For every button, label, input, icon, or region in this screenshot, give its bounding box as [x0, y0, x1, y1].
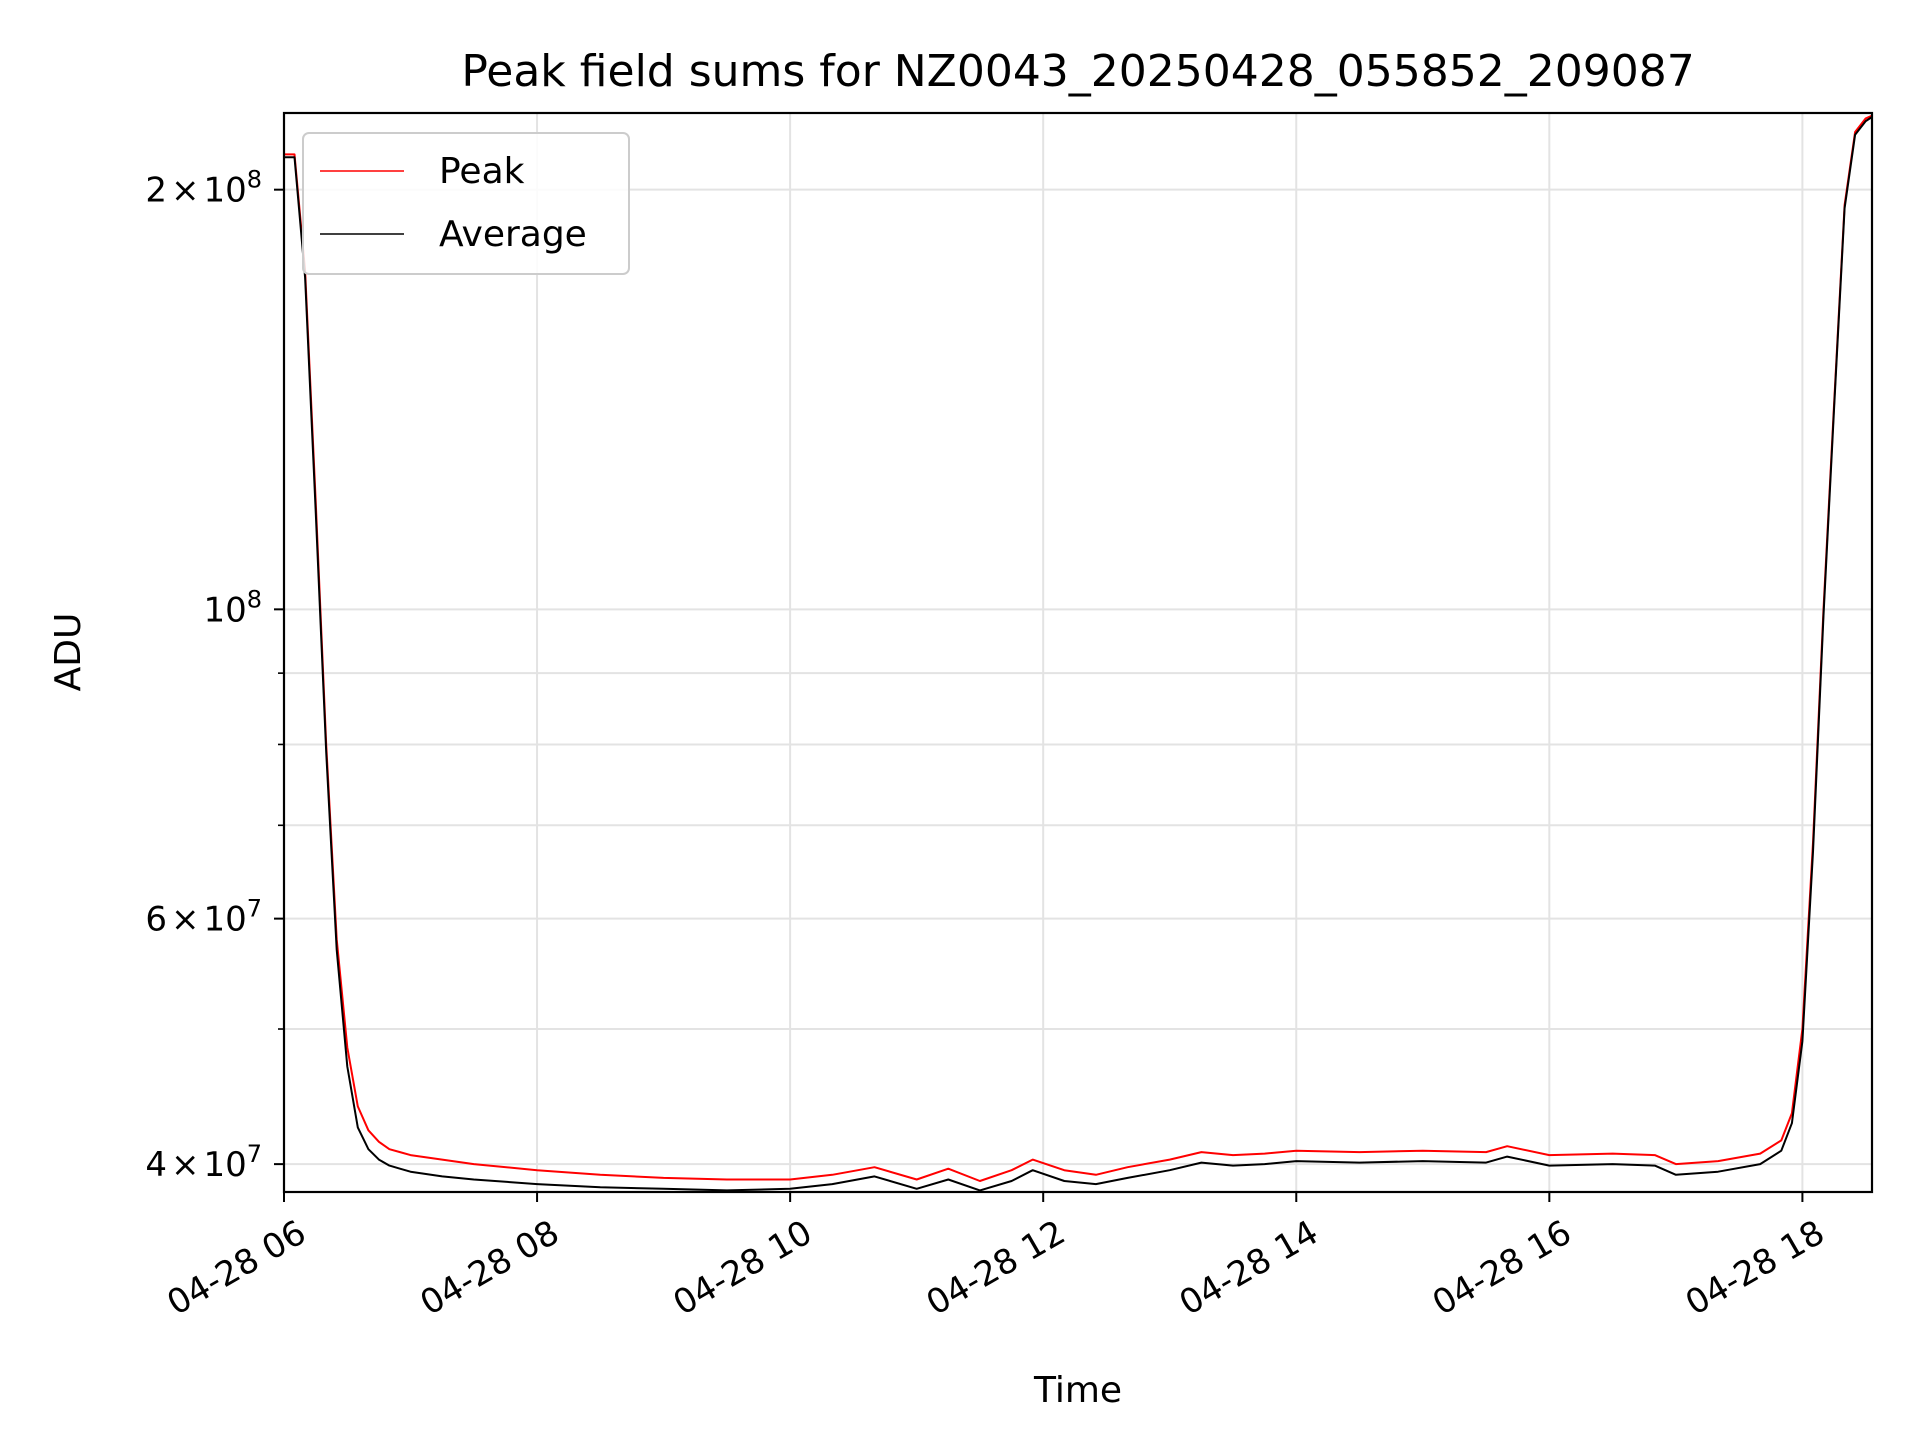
- y-tick-label: 2 × 108: [145, 166, 262, 211]
- series-line-average: [284, 116, 1873, 1192]
- y-tick-label: 4 × 107: [145, 1140, 262, 1185]
- legend-label-average: Average: [439, 214, 587, 255]
- y-tick-times: ×: [171, 900, 200, 940]
- legend-box: [302, 132, 630, 275]
- y-tick-base: 10: [203, 171, 246, 211]
- series-layer: [284, 114, 1873, 1192]
- y-tick-base: 10: [203, 900, 246, 940]
- y-tick-times: ×: [171, 1145, 200, 1185]
- y-tick-exponent: 7: [247, 1140, 262, 1168]
- legend-label-peak: Peak: [439, 151, 525, 192]
- y-axis-title: ADU: [48, 613, 89, 692]
- y-tick-mantissa: 4: [145, 1145, 167, 1185]
- legend: Peak Average: [302, 132, 630, 275]
- plot-frame: [282, 111, 1874, 1194]
- y-tick-base: 10: [203, 1145, 246, 1185]
- x-axis-title: Time: [1033, 1370, 1122, 1411]
- y-tick-exponent: 8: [247, 585, 262, 613]
- y-tick-mantissa: 2: [145, 171, 167, 211]
- grid-layer: [283, 113, 1872, 1192]
- series-line-peak: [284, 114, 1873, 1182]
- y-tick-base: 10: [203, 590, 246, 630]
- y-tick-exponent: 7: [247, 895, 262, 923]
- y-tick-mantissa: 6: [145, 900, 167, 940]
- y-tick-times: ×: [171, 171, 200, 211]
- chart-title: Peak field sums for NZ0043_20250428_0558…: [461, 46, 1694, 97]
- y-tick-label: 108: [203, 585, 262, 630]
- y-tick-label: 6 × 107: [145, 895, 262, 940]
- y-tick-exponent: 8: [247, 166, 262, 194]
